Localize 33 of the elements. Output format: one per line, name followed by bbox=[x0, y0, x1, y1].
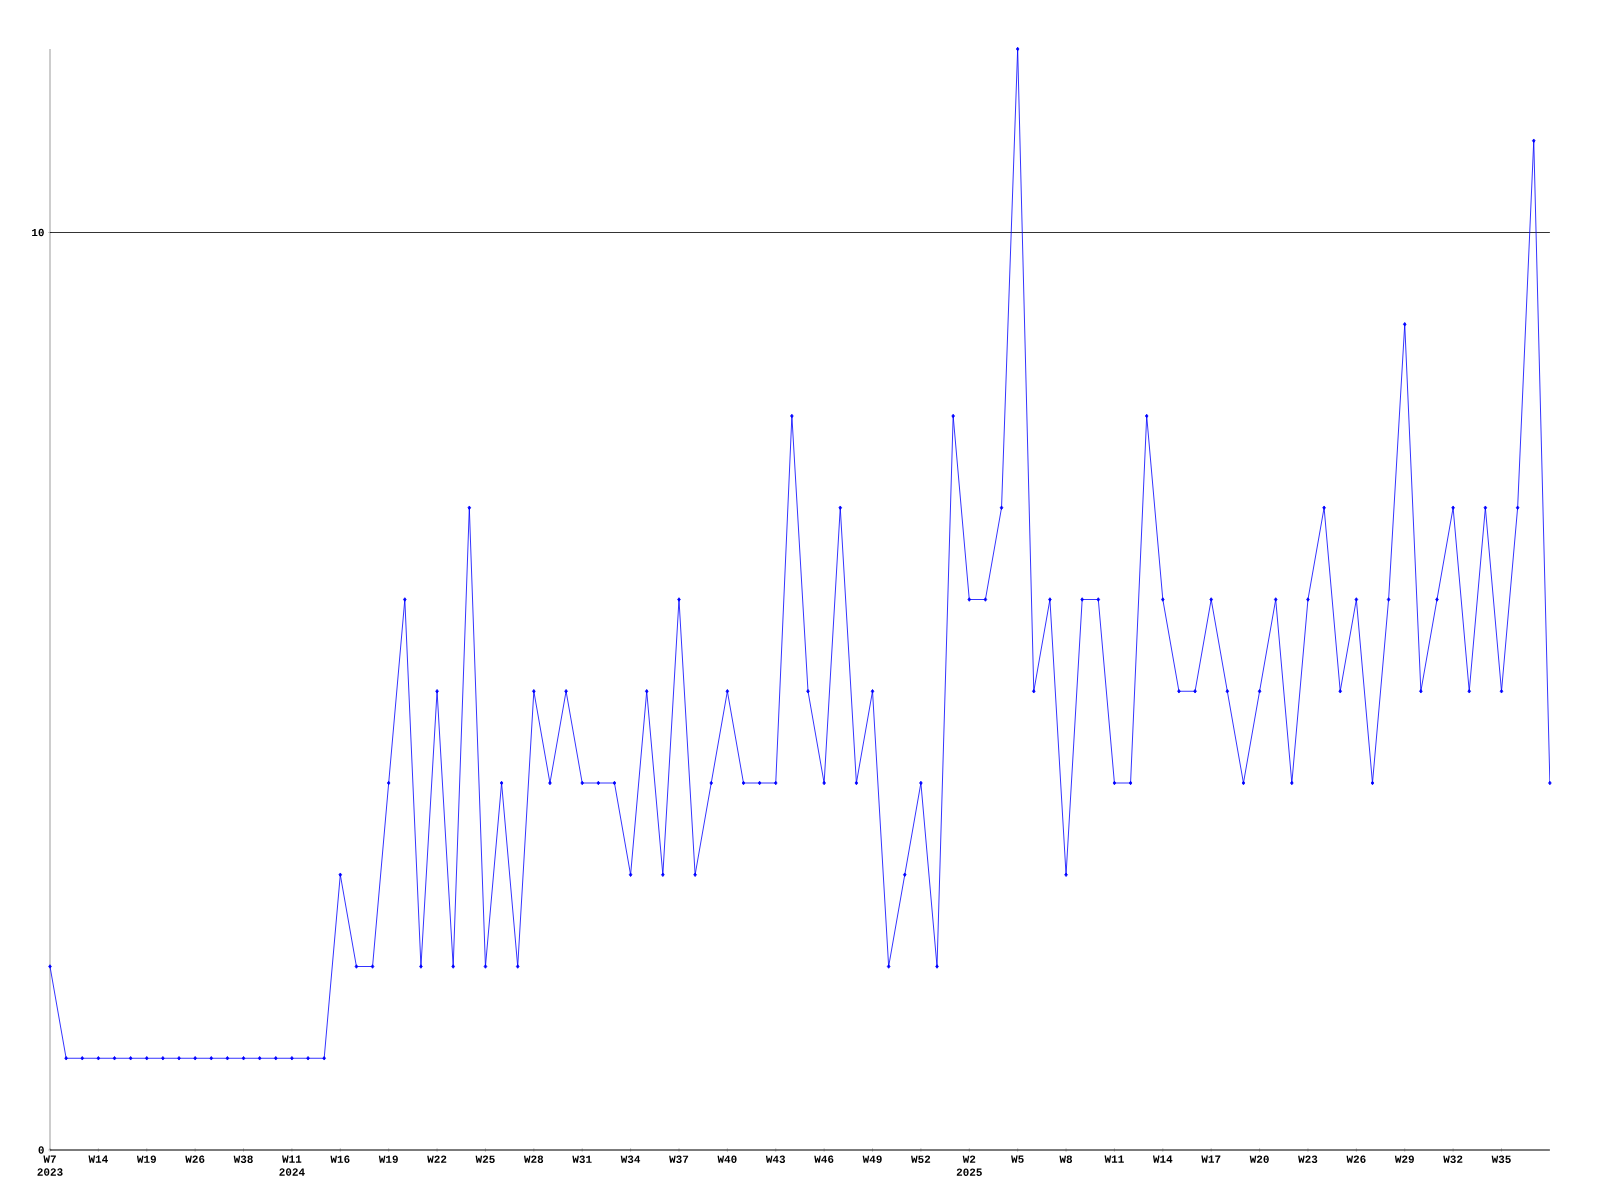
x-tick-label: W52 bbox=[911, 1155, 931, 1163]
x-tick-label: W14 bbox=[1152, 1155, 1173, 1163]
x-tick-label: W46 bbox=[814, 1155, 834, 1163]
x-tick-label: W2 2025 bbox=[956, 1155, 982, 1176]
x-tick-label: W5 bbox=[1011, 1155, 1024, 1163]
x-tick-label: W40 bbox=[717, 1155, 737, 1163]
x-tick-label: W34 bbox=[620, 1155, 641, 1163]
x-tick-label: W43 bbox=[765, 1155, 786, 1163]
x-tick-label: W8 bbox=[1059, 1155, 1073, 1163]
x-tick-label: W32 bbox=[1443, 1155, 1463, 1163]
x-tick-label: W35 bbox=[1491, 1155, 1511, 1163]
y-tick-label: 0 bbox=[38, 1146, 44, 1154]
y-tick-label: 10 bbox=[32, 228, 44, 237]
x-tick-label: W19 bbox=[378, 1155, 398, 1163]
x-tick-label: W20 bbox=[1249, 1155, 1269, 1163]
x-tick-label: W25 bbox=[475, 1155, 495, 1163]
x-tick-label: W29 bbox=[1394, 1155, 1414, 1163]
x-tick-label: W14 bbox=[88, 1155, 108, 1163]
x-tick-label: W31 bbox=[572, 1155, 592, 1163]
x-tick-label: W7 2023 bbox=[37, 1155, 63, 1176]
x-tick-label: W37 bbox=[669, 1155, 689, 1163]
x-tick-label: W23 bbox=[1298, 1155, 1318, 1163]
x-tick-label: W11 2024 bbox=[279, 1155, 305, 1176]
x-tick-label: W11 bbox=[1104, 1155, 1124, 1163]
x-tick-label: W22 bbox=[427, 1155, 447, 1163]
x-tick-label: W19 bbox=[136, 1155, 156, 1163]
x-tick-label: W26 bbox=[1346, 1155, 1366, 1163]
x-tick-label: W38 bbox=[233, 1155, 253, 1163]
x-tick-label: W26 bbox=[185, 1155, 205, 1163]
x-tick-label: W17 bbox=[1201, 1155, 1221, 1163]
x-tick-label: W49 bbox=[862, 1155, 882, 1163]
x-tick-label: W28 bbox=[523, 1155, 544, 1163]
x-tick-label: W16 bbox=[330, 1155, 350, 1163]
